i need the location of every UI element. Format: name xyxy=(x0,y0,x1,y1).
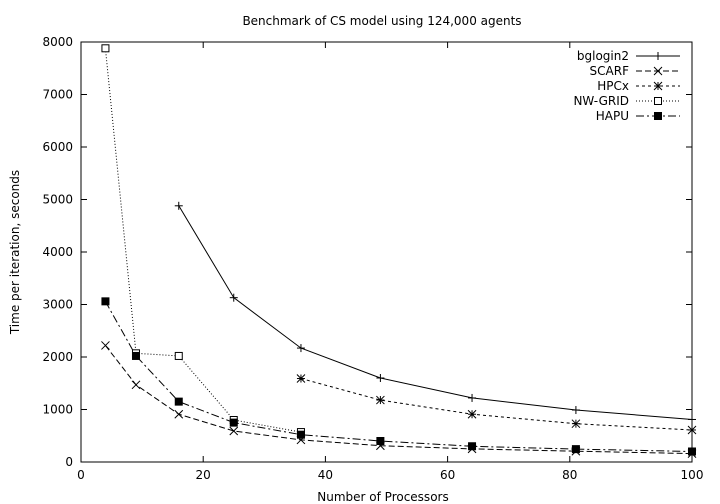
data-point xyxy=(174,409,184,419)
data-point xyxy=(101,44,110,53)
data-point xyxy=(174,397,183,406)
data-point xyxy=(571,406,580,415)
y-tick-label: 5000 xyxy=(42,193,73,207)
x-axis-label: Number of Processors xyxy=(317,490,448,504)
legend-label: bglogin2 xyxy=(577,49,629,63)
series-line xyxy=(178,205,693,420)
x-tick-label: 100 xyxy=(681,468,704,482)
y-tick-label: 7000 xyxy=(42,88,73,102)
y-tick-label: 1000 xyxy=(42,403,73,417)
data-point xyxy=(688,415,696,424)
series-line xyxy=(105,345,693,455)
y-tick-label: 6000 xyxy=(42,140,73,154)
data-point xyxy=(296,430,305,439)
data-point xyxy=(101,297,110,306)
legend-label: HAPU xyxy=(596,109,629,123)
data-point xyxy=(296,374,306,383)
data-point xyxy=(468,442,477,451)
data-point xyxy=(229,418,238,427)
data-point xyxy=(131,380,141,390)
data-point xyxy=(376,374,385,382)
y-tick-label: 0 xyxy=(65,455,73,469)
legend-label: NW-GRID xyxy=(573,94,629,108)
series-hpcx xyxy=(296,374,697,435)
legend-marker xyxy=(653,66,663,76)
series-hapu xyxy=(101,297,696,456)
legend-marker xyxy=(654,112,662,120)
data-point xyxy=(571,445,580,454)
y-tick-label: 8000 xyxy=(42,35,73,49)
series-line xyxy=(104,301,693,452)
y-tick-label: 4000 xyxy=(42,245,73,259)
data-point xyxy=(174,201,183,210)
data-point xyxy=(687,425,697,435)
data-point xyxy=(174,351,183,360)
x-tick-label: 20 xyxy=(196,468,211,482)
legend-marker xyxy=(653,81,663,91)
axis-ticks: 0 20 40 60 80 1000100020003000400050006000700… xyxy=(42,35,703,482)
legend-label: SCARF xyxy=(590,64,630,78)
series-line xyxy=(104,48,302,433)
x-tick-label: 60 xyxy=(440,468,455,482)
data-point xyxy=(376,437,385,445)
data-point xyxy=(296,344,305,353)
chart-title: Benchmark of CS model using 124,000 agen… xyxy=(242,14,521,28)
x-tick-label: 0 xyxy=(77,468,85,482)
data-point xyxy=(131,351,140,360)
y-tick-label: 2000 xyxy=(42,350,73,364)
x-tick-label: 80 xyxy=(562,468,577,482)
y-axis-label: Time per iteration, seconds xyxy=(8,170,22,335)
series-group xyxy=(101,44,697,458)
data-point xyxy=(229,293,238,302)
data-point xyxy=(467,409,477,419)
data-point xyxy=(376,395,385,405)
legend-marker xyxy=(654,52,662,60)
series-line xyxy=(300,378,693,431)
y-tick-label: 3000 xyxy=(42,298,73,312)
series-scarf xyxy=(101,341,697,458)
series-bglogin2 xyxy=(174,201,696,424)
x-tick-label: 40 xyxy=(318,468,333,482)
legend-label: HPCx xyxy=(597,79,629,93)
data-point xyxy=(101,341,110,350)
data-point xyxy=(229,426,239,436)
data-point xyxy=(571,419,581,429)
legend-marker xyxy=(654,97,662,105)
data-point xyxy=(688,447,696,456)
series-nw-grid xyxy=(101,44,305,437)
data-point xyxy=(468,393,477,402)
